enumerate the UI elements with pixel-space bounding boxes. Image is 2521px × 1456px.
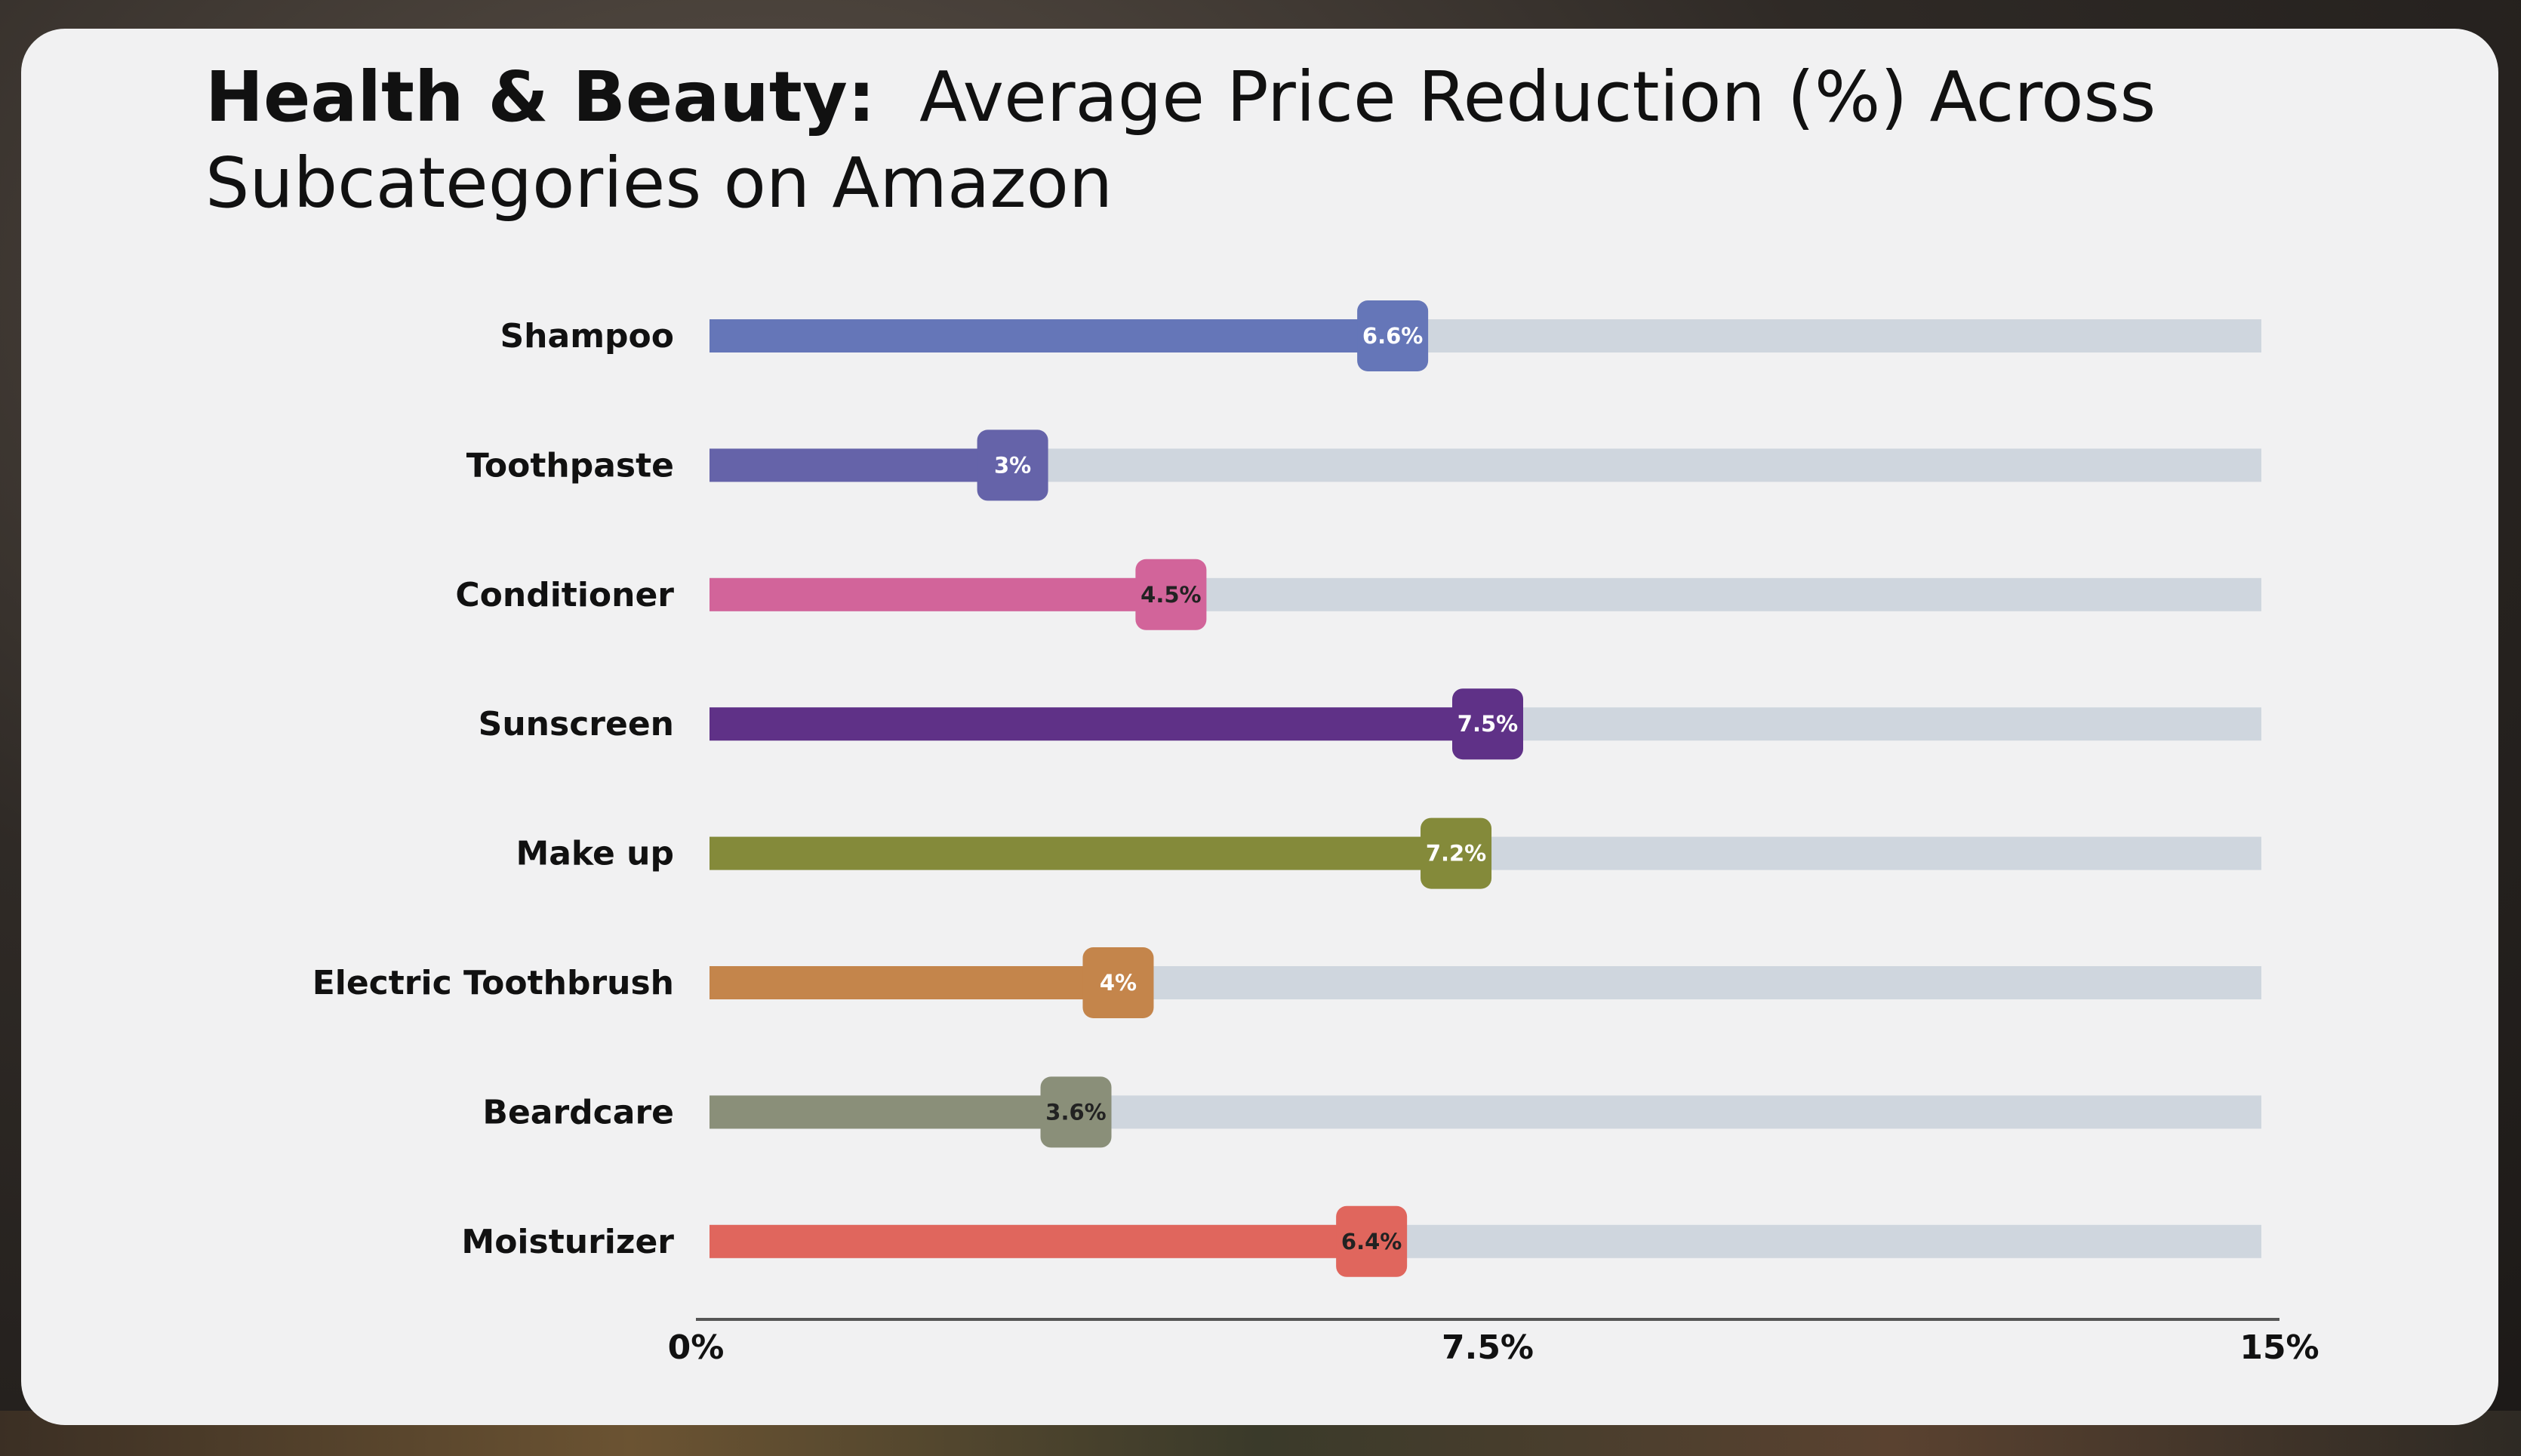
bar	[710, 1095, 1076, 1129]
bar	[710, 448, 1013, 482]
value-label: 7.2%	[1426, 841, 1486, 867]
value-chip	[1336, 1205, 1408, 1277]
bar	[710, 707, 1488, 741]
category-label: Electric Toothbrush	[312, 964, 674, 1002]
bar	[710, 836, 1457, 870]
value-chip	[1421, 817, 1492, 889]
value-chip	[1357, 300, 1429, 371]
value-label: 3.6%	[1045, 1099, 1106, 1125]
chart-title-bold: Health & Beauty:	[205, 57, 876, 137]
category-label: Sunscreen	[479, 705, 674, 743]
x-tick-label: 0%	[668, 1328, 725, 1367]
value-label: 4%	[1100, 970, 1137, 996]
value-chip	[1082, 947, 1154, 1018]
value-label: 6.6%	[1362, 323, 1423, 349]
chart-title: Health & Beauty: Average Price Reduction…	[205, 54, 2243, 226]
category-label: Conditioner	[455, 576, 674, 614]
value-chip	[1135, 559, 1207, 630]
value-label: 4.5%	[1140, 582, 1201, 608]
category-label: Make up	[516, 835, 674, 873]
bar	[710, 577, 1171, 611]
x-tick-label: 7.5%	[1442, 1328, 1534, 1367]
value-chip	[1040, 1076, 1112, 1148]
value-label: 3%	[994, 452, 1031, 478]
category-label: Moisturizer	[461, 1223, 674, 1261]
bar	[710, 1224, 1372, 1258]
value-label: 6.4%	[1341, 1229, 1402, 1254]
x-tick-label: 15%	[2239, 1328, 2319, 1367]
value-label: 7.5%	[1458, 711, 1518, 737]
value-chip	[977, 429, 1048, 501]
bar	[710, 966, 1119, 999]
category-label: Shampoo	[500, 317, 674, 356]
category-label: Toothpaste	[466, 446, 674, 485]
category-label: Beardcare	[482, 1093, 674, 1131]
bar	[710, 319, 1393, 352]
value-chip	[1452, 688, 1523, 760]
chart-title-regular: Average Price Reduction (%) Across Subca…	[205, 57, 2156, 223]
